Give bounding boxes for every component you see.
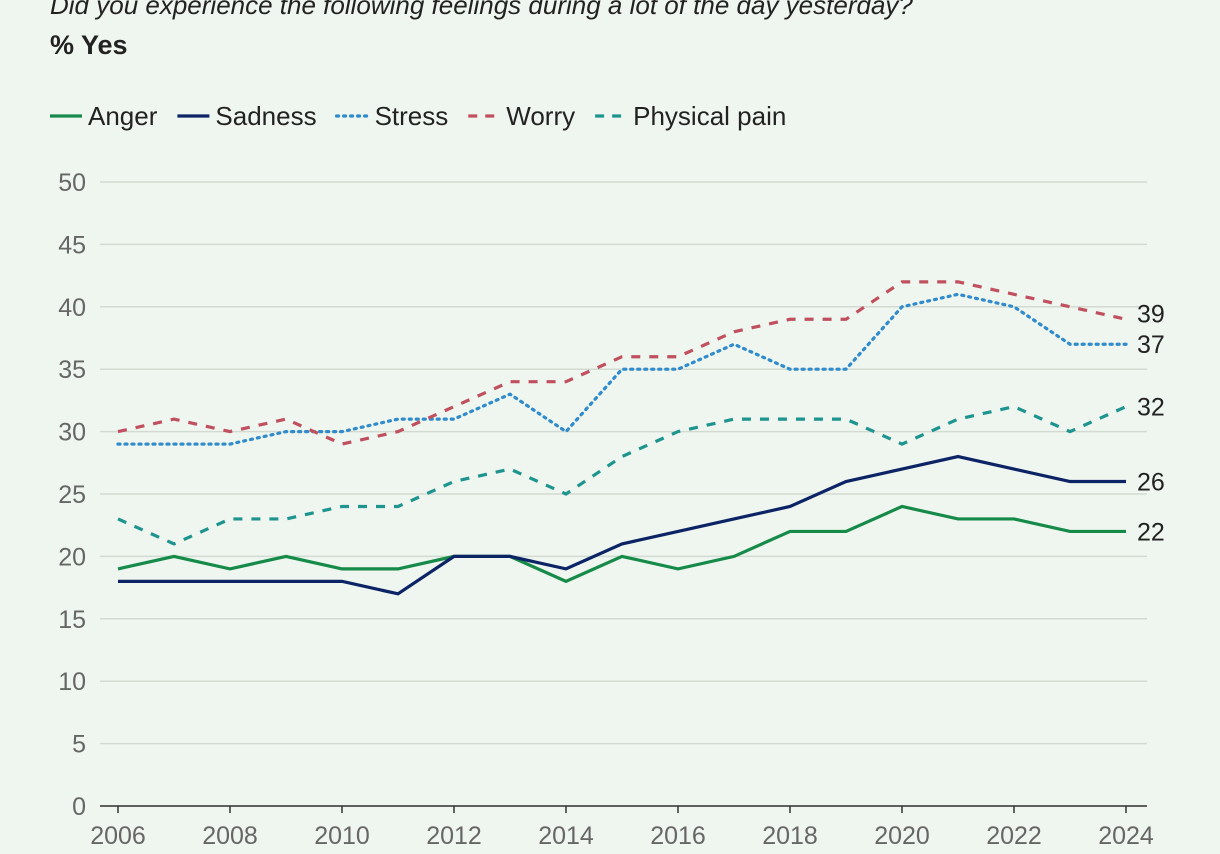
series-line xyxy=(117,404,1127,546)
legend-label: Anger xyxy=(88,101,158,131)
legend-label: Physical pain xyxy=(633,101,786,131)
y-tick-label: 45 xyxy=(58,231,86,259)
series-line xyxy=(117,504,1126,584)
y-tick-label: 0 xyxy=(72,793,86,821)
legend-label: Sadness xyxy=(215,101,316,131)
x-tick-label: 2012 xyxy=(426,822,482,850)
legend-label: Stress xyxy=(375,101,449,131)
y-tick-label: 5 xyxy=(72,731,86,759)
end-label: 22 xyxy=(1137,518,1165,546)
x-tick-label: 2008 xyxy=(202,822,258,850)
y-tick-label: 20 xyxy=(58,543,86,571)
x-tick-label: 2022 xyxy=(986,822,1042,850)
chart-title: Did you experience the following feeling… xyxy=(50,0,913,20)
series-line xyxy=(118,454,1126,596)
y-tick-label: 25 xyxy=(58,481,86,509)
end-label: 37 xyxy=(1137,331,1165,359)
legend-label: Worry xyxy=(506,101,575,131)
x-tick-label: 2016 xyxy=(650,822,706,850)
y-tick-label: 40 xyxy=(58,294,86,322)
end-label: 32 xyxy=(1137,394,1165,422)
y-tick-label: 50 xyxy=(58,169,86,197)
y-tick-label: 30 xyxy=(58,419,86,447)
x-tick-label: 2020 xyxy=(874,822,930,850)
chart-subtitle: % Yes xyxy=(50,30,128,60)
x-tick-label: 2018 xyxy=(762,822,818,850)
series-line xyxy=(117,280,1127,446)
y-tick-label: 10 xyxy=(58,668,86,696)
series-line xyxy=(116,292,1128,446)
y-tick-label: 15 xyxy=(58,606,86,634)
y-tick-label: 35 xyxy=(58,356,86,384)
end-label: 26 xyxy=(1137,469,1165,497)
x-tick-label: 2014 xyxy=(538,822,594,850)
end-label: 39 xyxy=(1137,300,1165,328)
x-tick-label: 2006 xyxy=(90,822,146,850)
x-tick-label: 2010 xyxy=(314,822,370,850)
x-tick-label: 2024 xyxy=(1098,822,1154,850)
